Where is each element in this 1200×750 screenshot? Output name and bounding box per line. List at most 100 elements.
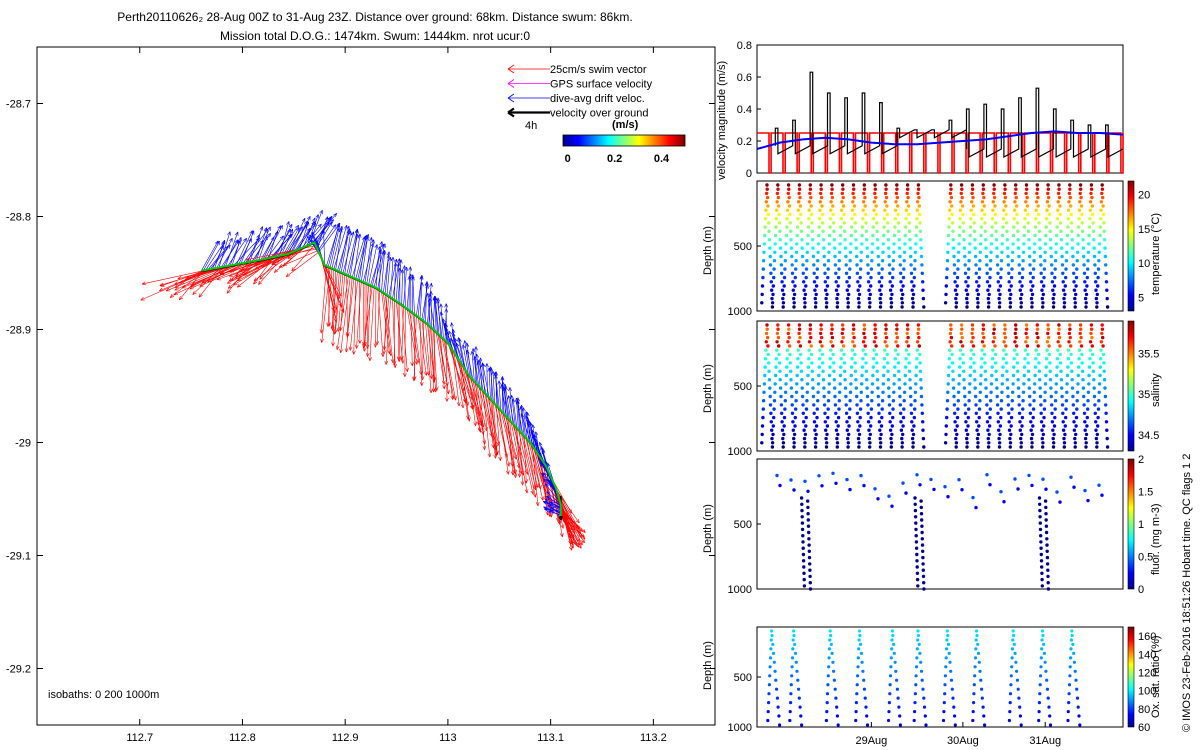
- swim-vector: [560, 514, 581, 546]
- salinity-point: [949, 327, 953, 331]
- salinity-point: [807, 348, 811, 352]
- swim-vector-head: [330, 324, 333, 329]
- drift-vector: [482, 362, 490, 398]
- temperature-point: [810, 221, 814, 225]
- salinity-point: [795, 365, 800, 369]
- drift-vector-head: [535, 431, 539, 436]
- temperature-point: [860, 242, 864, 246]
- swim-vector: [332, 269, 336, 347]
- temperature-point: [1058, 212, 1062, 217]
- salinity-point: [980, 357, 984, 361]
- swim-vector-head: [515, 473, 518, 478]
- salinity-point: [875, 361, 879, 365]
- oxygen-data: [766, 629, 1082, 727]
- salinity-point: [1094, 436, 1099, 441]
- salinity-point: [1022, 382, 1026, 386]
- drift-vector: [308, 210, 323, 246]
- swim-vector: [398, 303, 401, 362]
- fluorescence-point: [913, 502, 917, 506]
- salinity-point: [815, 407, 819, 411]
- swim-vector-head: [237, 277, 241, 281]
- drift-vector-head: [368, 234, 370, 239]
- drift-vector-head: [314, 223, 317, 228]
- swim-vector-head: [506, 453, 509, 458]
- swim-vector-head: [478, 422, 482, 427]
- temperature-point: [1101, 195, 1105, 200]
- swim-vector-head: [384, 346, 387, 351]
- salinity-point: [906, 335, 910, 340]
- oxygen-point: [915, 647, 919, 651]
- swim-vector-head: [580, 527, 583, 532]
- temperature-point: [951, 238, 955, 242]
- temperature-point: [765, 183, 769, 187]
- temperature-point: [1094, 296, 1099, 301]
- temperature-point: [989, 242, 994, 246]
- swim-vector-head: [532, 490, 535, 495]
- drift-vector-head: [510, 395, 512, 400]
- drift-vector: [516, 400, 524, 435]
- temperature-point: [823, 280, 827, 284]
- temperature-point: [803, 292, 808, 297]
- temperature-point: [1040, 288, 1044, 292]
- fluorescence-colorbar: [1127, 458, 1135, 590]
- temperature-point: [778, 238, 782, 242]
- drift-vector-head: [471, 348, 474, 353]
- temperature-point: [842, 221, 847, 225]
- swim-vector: [507, 418, 514, 476]
- temperature-point: [1009, 275, 1014, 280]
- salinity-point: [774, 357, 778, 361]
- salinity-point: [952, 403, 957, 407]
- temperature-point: [916, 191, 920, 196]
- temperature-point: [1031, 284, 1035, 288]
- salinity-point: [838, 373, 843, 378]
- temperature-point: [782, 292, 786, 297]
- salinity-point: [1074, 432, 1078, 437]
- oxygen-point: [953, 714, 957, 718]
- fluorescence-point: [918, 483, 922, 487]
- temperature-point: [1050, 280, 1055, 284]
- salinity-point: [825, 432, 829, 437]
- temperature-point: [869, 267, 874, 271]
- oxygen-point: [768, 674, 772, 678]
- salinity-point: [1040, 428, 1044, 432]
- temperature-point: [855, 263, 859, 267]
- salinity-point: [917, 335, 921, 340]
- salinity-point: [1098, 373, 1102, 378]
- salinity-point: [949, 335, 954, 340]
- temperature-point: [999, 267, 1003, 271]
- oxygen-point: [971, 718, 975, 723]
- swim-vector-head: [583, 528, 586, 533]
- drift-vector-head: [541, 449, 543, 455]
- salinity-point: [1041, 441, 1045, 445]
- oxygen-colorbar-tick: 100: [1138, 686, 1156, 698]
- temperature-point: [991, 208, 995, 212]
- temperature-point: [965, 305, 969, 309]
- temperature-point: [804, 275, 808, 280]
- temperature-point: [887, 246, 891, 250]
- salinity-point: [824, 445, 829, 449]
- temperature-point: [773, 242, 777, 246]
- drift-vector: [284, 226, 303, 255]
- salinity-point: [915, 357, 919, 361]
- swim-vector-head: [159, 287, 163, 292]
- oxygen-point: [855, 683, 859, 687]
- temperature-point: [834, 271, 838, 275]
- temperature-point: [993, 204, 997, 208]
- temperature-point: [793, 284, 797, 288]
- drift-vector-head: [339, 225, 343, 230]
- salinity-point: [792, 432, 797, 437]
- salinity-point: [970, 323, 975, 327]
- temperature-point: [803, 301, 807, 305]
- salinity-point: [1022, 373, 1026, 378]
- salinity-point: [1085, 415, 1090, 420]
- salinity-point: [995, 403, 1000, 407]
- oxygen-point: [827, 665, 831, 669]
- temperature-point: [791, 288, 795, 292]
- drift-vector: [451, 322, 456, 355]
- salinity-point: [863, 335, 867, 340]
- fluorescence-point: [873, 487, 877, 491]
- temperature-point: [1072, 271, 1076, 275]
- temperature-point: [774, 217, 778, 221]
- fluorescence-colorbar-label: fluor. (mg m-3): [1150, 503, 1162, 575]
- salinity-point: [907, 369, 912, 373]
